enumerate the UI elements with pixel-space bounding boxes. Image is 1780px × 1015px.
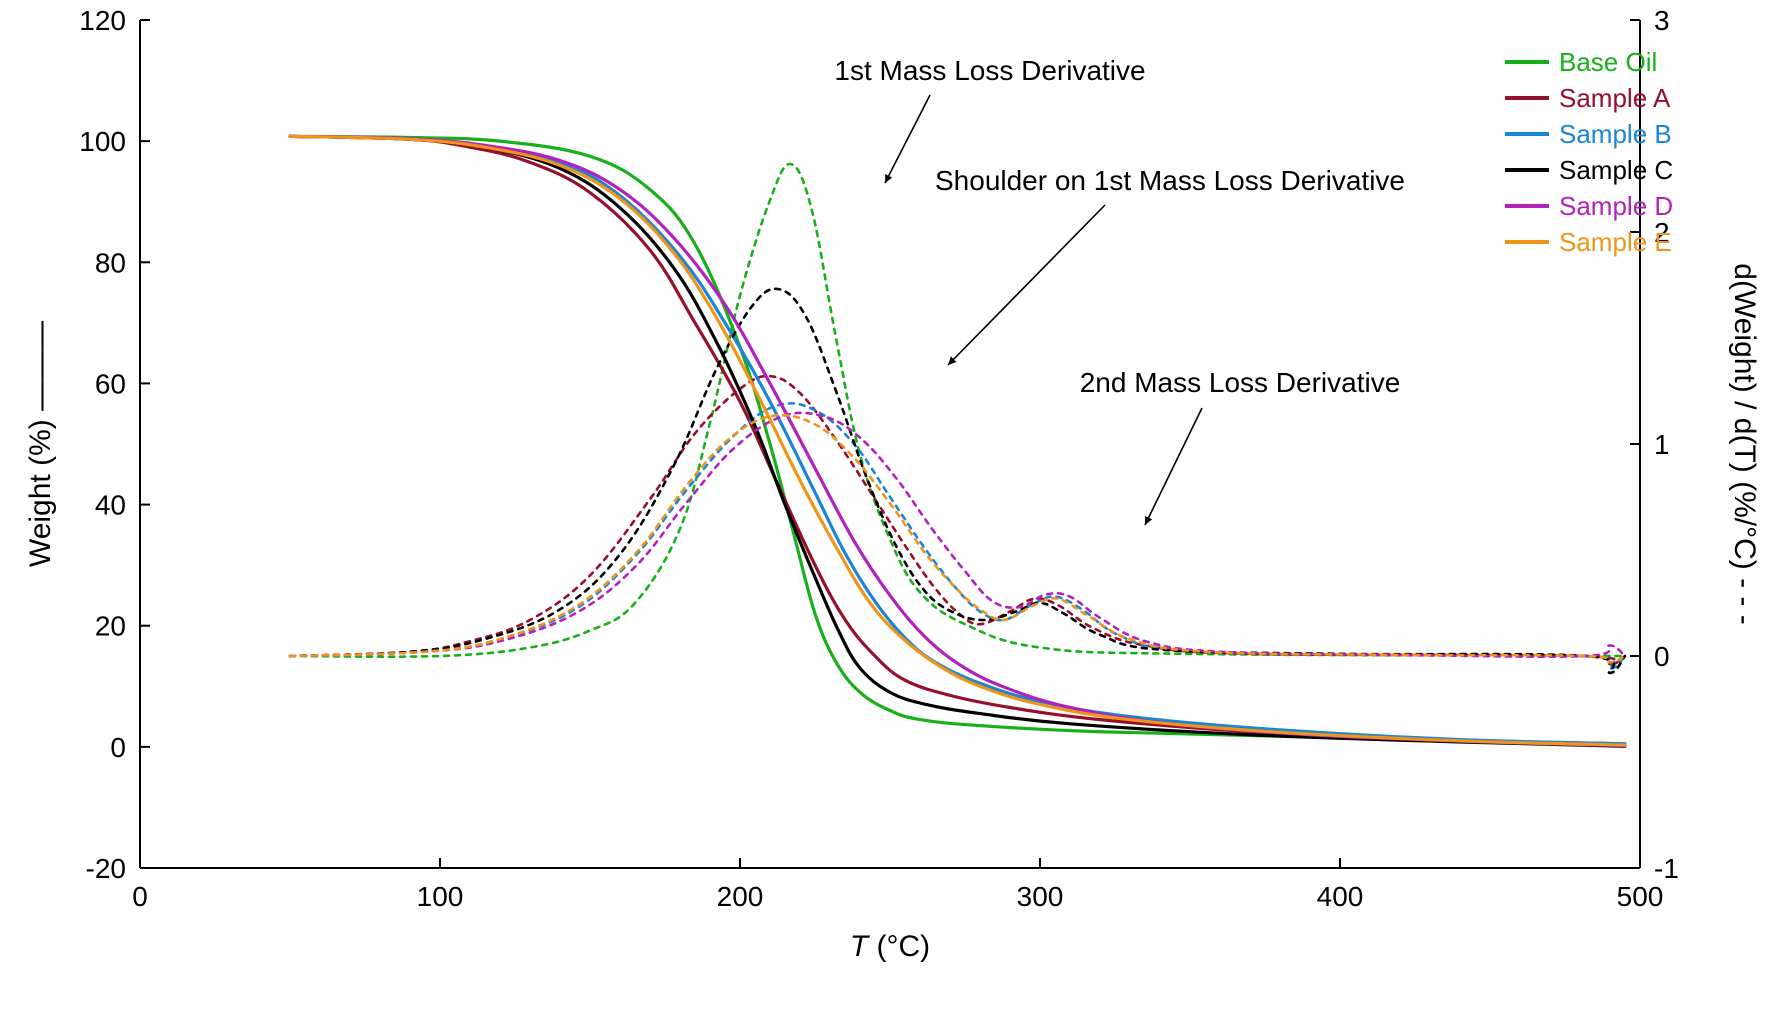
x-axis-title: T (°C) (850, 930, 930, 963)
y-right-axis-title: d(Weight) / d(T) (%/°C) - - - (1728, 263, 1761, 624)
y-left-tick-label: 60 (95, 368, 126, 399)
chart-bg (0, 0, 1780, 1015)
x-tick-label: 300 (1017, 881, 1064, 912)
legend-label-5: Sample E (1559, 227, 1672, 257)
x-tick-label: 500 (1617, 881, 1664, 912)
annotation-text-0: 1st Mass Loss Derivative (834, 55, 1145, 86)
annotation-text-1: Shoulder on 1st Mass Loss Derivative (935, 165, 1405, 196)
y-left-tick-label: 40 (95, 490, 126, 521)
y-left-tick-label: 80 (95, 247, 126, 278)
legend-label-0: Base Oil (1559, 47, 1657, 77)
y-left-axis-title: Weight (%) ——— (24, 321, 57, 567)
y-left-tick-label: 100 (79, 126, 126, 157)
y-right-tick-label: 1 (1654, 429, 1670, 460)
tga-chart: 0100200300400500-20020406080100120-10123… (0, 0, 1780, 1015)
y-right-tick-label: -1 (1654, 853, 1679, 884)
x-tick-label: 0 (132, 881, 148, 912)
x-tick-label: 400 (1317, 881, 1364, 912)
x-tick-label: 100 (417, 881, 464, 912)
y-left-tick-label: 120 (79, 5, 126, 36)
legend-label-4: Sample D (1559, 191, 1673, 221)
y-right-tick-label: 0 (1654, 641, 1670, 672)
y-left-tick-label: 20 (95, 611, 126, 642)
legend-label-1: Sample A (1559, 83, 1671, 113)
y-right-tick-label: 3 (1654, 5, 1670, 36)
legend-label-3: Sample C (1559, 155, 1673, 185)
legend-label-2: Sample B (1559, 119, 1672, 149)
x-tick-label: 200 (717, 881, 764, 912)
chart-container: 0100200300400500-20020406080100120-10123… (0, 0, 1780, 1015)
annotation-text-2: 2nd Mass Loss Derivative (1080, 367, 1401, 398)
y-left-tick-label: -20 (86, 853, 126, 884)
y-left-tick-label: 0 (110, 732, 126, 763)
